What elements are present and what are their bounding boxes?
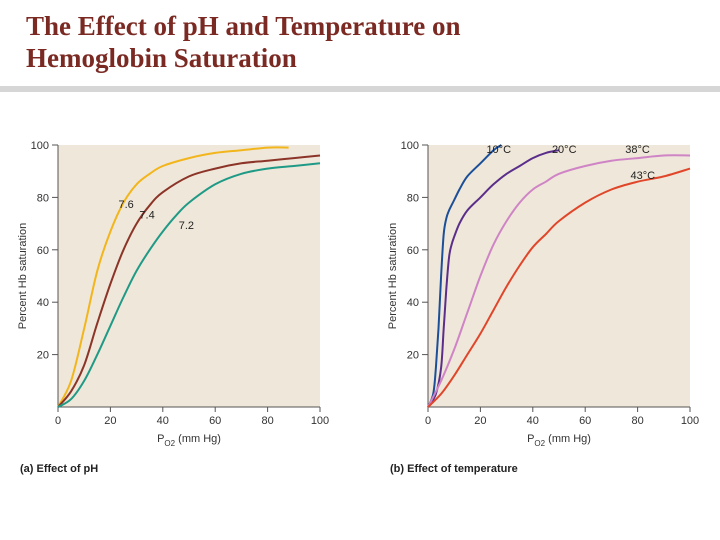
chart-temp-y-tick-label: 40 xyxy=(407,297,419,309)
chart-temp-series-label-20C: 20°C xyxy=(552,144,577,156)
chart-ph-x-tick-label: 0 xyxy=(55,415,61,427)
chart-temp-series-10C xyxy=(427,144,502,408)
chart-temp-y-tick-label: 60 xyxy=(407,245,419,257)
chart-temp-y-tick-label: 80 xyxy=(407,192,419,204)
chart-temp-series-label-10C: 10°C xyxy=(486,144,511,156)
chart-ph-series-72 xyxy=(57,162,321,408)
chart-ph-y-label: Percent Hb saturation xyxy=(17,223,29,329)
chart-ph-y-tick-label: 60 xyxy=(37,245,49,257)
chart-temp-x-tick-label: 0 xyxy=(425,415,431,427)
chart-ph-x-tick-label: 100 xyxy=(311,415,329,427)
chart-temp-series-43C xyxy=(427,167,691,408)
slide-title-line-1: The Effect of pH and Temperature on xyxy=(26,11,461,41)
slide-title-line-2: Hemoglobin Saturation xyxy=(26,43,297,73)
slide-title: The Effect of pH and Temperature on Hemo… xyxy=(26,10,706,74)
chart-temp-y-tick-label: 100 xyxy=(401,140,419,152)
chart-ph-x-tick-label: 80 xyxy=(261,415,273,427)
chart-ph-x-tick-label: 40 xyxy=(157,415,169,427)
chart-ph-y-tick-label: 20 xyxy=(37,350,49,362)
chart-ph-series-76 xyxy=(57,146,289,408)
chart-ph-series-74 xyxy=(57,154,321,408)
chart-temp-y-tick-label: 20 xyxy=(407,350,419,362)
chart-temp-x-tick-label: 60 xyxy=(579,415,591,427)
temperature-chart: 20 40 60 80 100 0 20 40 60 80 100 Percent Hb satura… xyxy=(387,140,699,475)
title-divider xyxy=(0,86,720,92)
chart-temp-caption: (b) Effect of temperature xyxy=(390,463,518,475)
chart-ph-y-tick-label: 80 xyxy=(37,192,49,204)
chart-temp-plot-area xyxy=(428,145,690,407)
chart-temp-series-label-38C: 38°C xyxy=(625,144,650,156)
chart-ph-y-tick-label: 40 xyxy=(37,297,49,309)
chart-temp-series-label-43C: 43°C xyxy=(631,170,656,182)
chart-ph-plot-area xyxy=(58,145,320,407)
chart-temp-x-label: PO2 (mm Hg) xyxy=(527,433,591,448)
chart-temp-y-label: Percent Hb saturation xyxy=(387,223,399,329)
chart-ph-x-tick-label: 20 xyxy=(104,415,116,427)
chart-temp-series-38C xyxy=(427,154,691,408)
chart-ph-caption: (a) Effect of pH xyxy=(20,463,98,475)
chart-ph-y-tick-label: 100 xyxy=(31,140,49,152)
chart-temp-x-tick-label: 40 xyxy=(527,415,539,427)
chart-ph-x-tick-label: 60 xyxy=(209,415,221,427)
chart-ph-series-label-74: 7.4 xyxy=(139,209,154,221)
chart-temp-x-tick-label: 80 xyxy=(631,415,643,427)
chart-ph-x-label: PO2 (mm Hg) xyxy=(157,433,221,448)
chart-ph-series-label-72: 7.2 xyxy=(179,220,194,232)
chart-ph-series-label-76: 7.6 xyxy=(118,199,133,211)
chart-temp-x-tick-label: 20 xyxy=(474,415,486,427)
chart-temp-series-20C xyxy=(427,149,560,408)
ph-chart: 20 40 60 80 100 0 20 40 60 80 100 Percent Hb satura… xyxy=(17,140,329,475)
chart-temp-x-tick-label: 100 xyxy=(681,415,699,427)
